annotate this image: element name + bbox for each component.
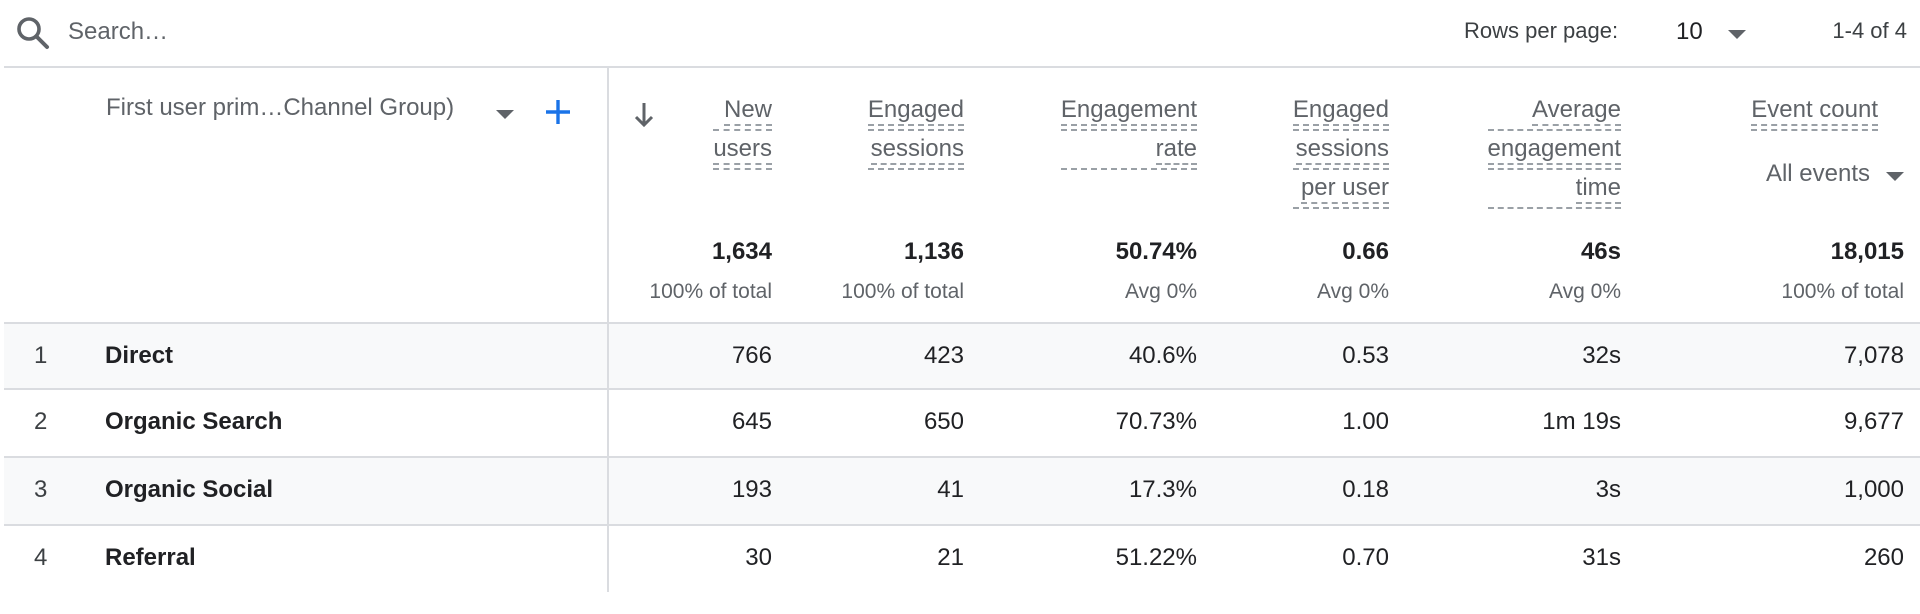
chevron-down-icon bbox=[1886, 172, 1904, 181]
table-cell: 40.6% bbox=[1128, 342, 1197, 369]
column-header-line: sessions bbox=[870, 135, 964, 165]
chevron-down-icon[interactable] bbox=[496, 110, 514, 119]
total-value: 0.66 bbox=[1342, 238, 1389, 265]
arrow-down-icon[interactable] bbox=[632, 100, 656, 130]
table-row[interactable]: 4 Referral 30 21 51.22% 0.70 31s 260 bbox=[4, 526, 1920, 592]
column-header-line: sessions bbox=[1295, 135, 1389, 165]
column-header-line: per user bbox=[1300, 174, 1389, 204]
divider bbox=[4, 388, 1920, 390]
total-subtext: Avg 0% bbox=[1549, 280, 1621, 303]
table-cell: 32s bbox=[1582, 342, 1621, 369]
divider bbox=[4, 524, 1920, 526]
column-header-line: engagement bbox=[1487, 135, 1621, 165]
table-row[interactable]: 1 Direct 766 423 40.6% 0.53 32s 7,078 bbox=[4, 324, 1920, 390]
table-row[interactable]: 3 Organic Social 193 41 17.3% 0.18 3s 1,… bbox=[4, 458, 1920, 524]
table-toolbar: Rows per page: 10 1-4 of 4 bbox=[0, 0, 1920, 66]
table-cell: 193 bbox=[731, 476, 772, 503]
total-subtext: Avg 0% bbox=[1125, 280, 1197, 303]
total-value: 18,015 bbox=[1830, 238, 1904, 265]
total-subtext: 100% of total bbox=[841, 280, 964, 303]
table-cell: 70.73% bbox=[1115, 408, 1197, 435]
table-cell: 650 bbox=[923, 408, 964, 435]
column-header-engagement-rate[interactable]: Engagement rate bbox=[1060, 92, 1197, 170]
total-subtext: 100% of total bbox=[649, 280, 772, 303]
table-cell: 0.70 bbox=[1342, 544, 1389, 571]
column-header-line: time bbox=[1575, 174, 1621, 204]
table-cell: 260 bbox=[1863, 544, 1904, 571]
total-value: 1,634 bbox=[711, 238, 772, 265]
rows-per-page-value: 10 bbox=[1676, 18, 1703, 45]
table-cell: 51.22% bbox=[1115, 544, 1197, 571]
dimension-selector[interactable]: First user prim…Channel Group) bbox=[106, 94, 455, 121]
table-cell: 1.00 bbox=[1342, 408, 1389, 435]
table-cell: 9,677 bbox=[1843, 408, 1904, 435]
table-cell: 31s bbox=[1582, 544, 1621, 571]
rows-per-page-select[interactable]: 10 bbox=[1668, 12, 1768, 52]
column-header-event-count[interactable]: Event count All events bbox=[1678, 92, 1904, 202]
column-header-line: Event count bbox=[1751, 96, 1878, 126]
column-header-line: rate bbox=[1155, 135, 1197, 165]
column-divider bbox=[607, 66, 609, 592]
event-filter-select[interactable]: All events bbox=[1744, 156, 1904, 192]
table-cell: 0.53 bbox=[1342, 342, 1389, 369]
column-header-line: Engaged bbox=[1292, 96, 1389, 126]
chevron-down-icon bbox=[1728, 30, 1746, 39]
table-cell: 30 bbox=[745, 544, 772, 571]
table-cell: 21 bbox=[937, 544, 964, 571]
total-subtext: 100% of total bbox=[1781, 280, 1904, 303]
row-dimension-value: Direct bbox=[105, 342, 174, 369]
column-header-engaged-sessions[interactable]: Engaged sessions bbox=[867, 92, 964, 170]
table-cell: 1m 19s bbox=[1542, 408, 1621, 435]
table-cell: 0.18 bbox=[1342, 476, 1389, 503]
total-value: 50.74% bbox=[1115, 238, 1197, 265]
row-dimension-value: Referral bbox=[105, 544, 196, 571]
column-header-new-users[interactable]: New users bbox=[713, 92, 772, 170]
table-cell: 423 bbox=[923, 342, 964, 369]
search-icon[interactable] bbox=[14, 14, 54, 54]
divider bbox=[4, 66, 1920, 68]
row-index: 2 bbox=[34, 408, 48, 435]
add-dimension-button[interactable] bbox=[540, 94, 576, 130]
table-cell: 766 bbox=[731, 342, 772, 369]
divider bbox=[4, 322, 1920, 324]
report-table: First user prim…Channel Group) New users… bbox=[4, 66, 1920, 614]
row-dimension-value: Organic Search bbox=[105, 408, 283, 435]
row-index: 4 bbox=[34, 544, 48, 571]
pagination-status: 1-4 of 4 bbox=[1832, 18, 1907, 43]
column-header-line: Engaged bbox=[867, 96, 964, 126]
divider bbox=[4, 456, 1920, 458]
table-row[interactable]: 2 Organic Search 645 650 70.73% 1.00 1m … bbox=[4, 390, 1920, 456]
table-cell: 645 bbox=[731, 408, 772, 435]
event-filter-value: All events bbox=[1765, 160, 1870, 187]
table-cell: 3s bbox=[1595, 476, 1621, 503]
row-dimension-value: Organic Social bbox=[105, 476, 274, 503]
column-header-line: New bbox=[723, 96, 772, 126]
table-cell: 41 bbox=[937, 476, 964, 503]
table-cell: 7,078 bbox=[1843, 342, 1904, 369]
search-input[interactable] bbox=[68, 12, 668, 52]
table-cell: 17.3% bbox=[1128, 476, 1197, 503]
column-header-line: users bbox=[713, 135, 772, 165]
column-header-line: Average bbox=[1532, 96, 1621, 126]
total-value: 1,136 bbox=[903, 238, 964, 265]
rows-per-page-label: Rows per page: bbox=[1464, 18, 1619, 43]
row-index: 3 bbox=[34, 476, 48, 503]
row-index: 1 bbox=[34, 342, 48, 369]
total-value: 46s bbox=[1580, 238, 1621, 265]
column-header-engaged-sessions-per-user[interactable]: Engaged sessions per user bbox=[1292, 92, 1389, 209]
column-header-average-engagement-time[interactable]: Average engagement time bbox=[1487, 92, 1621, 209]
column-header-line: Engagement bbox=[1060, 96, 1197, 126]
table-cell: 1,000 bbox=[1843, 476, 1904, 503]
total-subtext: Avg 0% bbox=[1317, 280, 1389, 303]
